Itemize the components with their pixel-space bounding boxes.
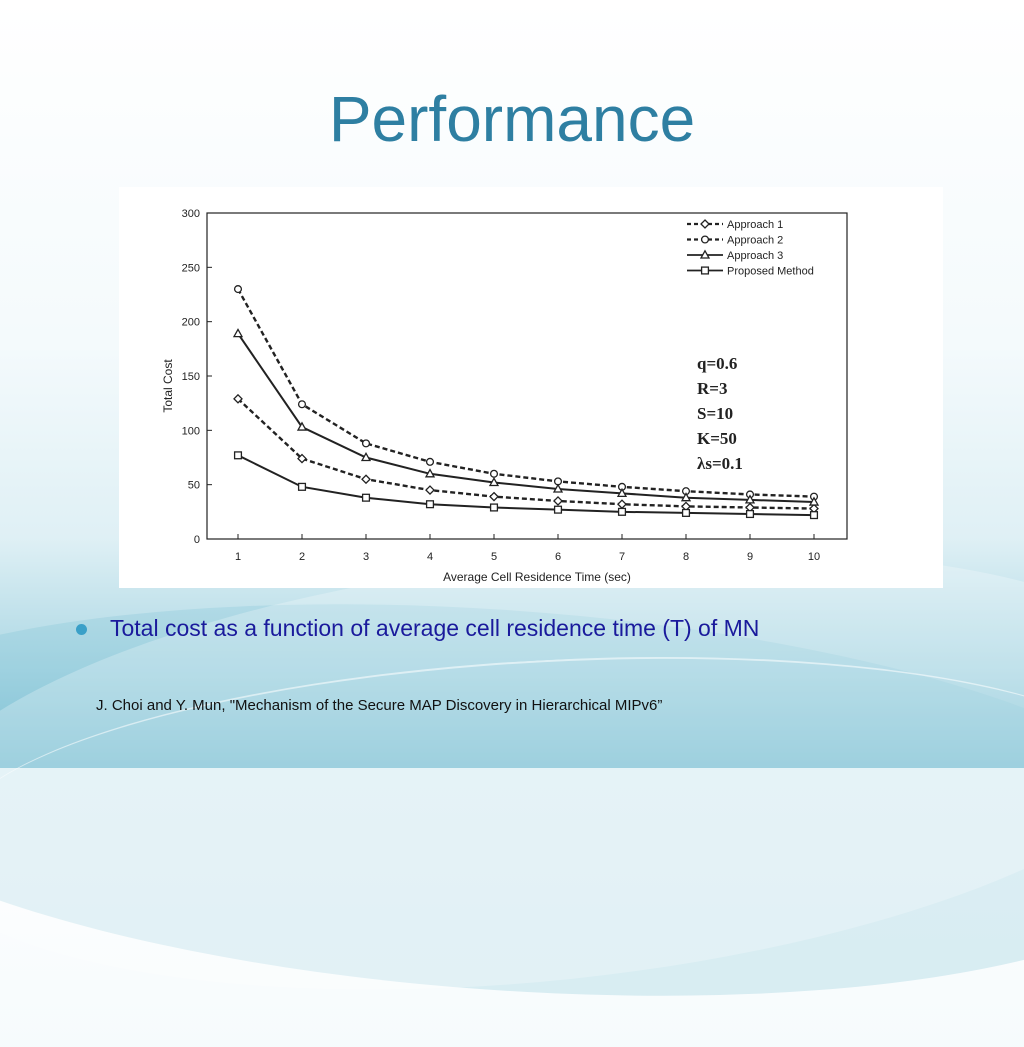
x-tick-label: 7 bbox=[619, 551, 625, 563]
data-point-series-3 bbox=[552, 483, 564, 493]
parameter-annotation: λs=0.1 bbox=[697, 454, 743, 473]
parameter-annotation: K=50 bbox=[697, 429, 737, 448]
legend-marker bbox=[699, 249, 711, 259]
data-point-series-2 bbox=[361, 439, 371, 448]
legend-label: Approach 2 bbox=[727, 235, 783, 247]
data-point-series-3 bbox=[744, 494, 756, 504]
data-point-series-4 bbox=[361, 493, 371, 502]
y-tick-label: 250 bbox=[182, 262, 200, 274]
x-tick-label: 8 bbox=[683, 551, 689, 563]
data-point-series-3 bbox=[360, 451, 372, 462]
y-tick-label: 0 bbox=[194, 534, 200, 546]
x-tick-label: 1 bbox=[235, 551, 241, 563]
data-point-series-4 bbox=[233, 451, 243, 460]
data-point-series-1 bbox=[489, 491, 499, 502]
data-point-series-1 bbox=[233, 393, 243, 404]
x-axis-label: Average Cell Residence Time (sec) bbox=[443, 570, 631, 584]
y-tick-label: 300 bbox=[182, 208, 200, 220]
data-point-series-3 bbox=[232, 328, 244, 338]
y-tick-label: 100 bbox=[182, 425, 200, 437]
x-tick-label: 2 bbox=[299, 551, 305, 563]
y-tick-label: 150 bbox=[182, 371, 200, 383]
x-tick-label: 4 bbox=[427, 551, 433, 563]
y-tick-label: 200 bbox=[182, 317, 200, 329]
legend-label: Proposed Method bbox=[727, 266, 814, 278]
series-line-4 bbox=[237, 454, 815, 517]
series-line-1 bbox=[237, 397, 815, 510]
data-point-series-4 bbox=[617, 507, 627, 516]
bullet-icon bbox=[76, 624, 87, 635]
legend-label: Approach 3 bbox=[727, 250, 783, 262]
data-point-series-1 bbox=[425, 485, 435, 496]
x-tick-label: 5 bbox=[491, 551, 497, 563]
parameter-annotation: q=0.6 bbox=[697, 354, 737, 373]
chart-image: 0 50 100 150 200 250 300 1 2 3 4 5 6 7 8 9 10 Average Cel… bbox=[119, 187, 943, 588]
data-point-series-1 bbox=[553, 496, 563, 506]
series-line-2 bbox=[236, 288, 815, 498]
citation-text: J. Choi and Y. Mun, "Mechanism of the Se… bbox=[96, 697, 663, 714]
data-point-series-3 bbox=[488, 476, 500, 487]
x-tick-label: 10 bbox=[808, 551, 820, 563]
x-tick-label: 9 bbox=[747, 551, 753, 563]
legend-label: Approach 1 bbox=[727, 219, 783, 231]
data-point-series-4 bbox=[553, 505, 563, 514]
data-point-series-4 bbox=[297, 482, 307, 491]
data-point-series-3 bbox=[424, 468, 436, 478]
data-point-series-4 bbox=[681, 508, 691, 517]
legend-marker bbox=[700, 219, 710, 229]
data-point-series-1 bbox=[617, 499, 627, 510]
data-point-series-1 bbox=[297, 453, 307, 464]
data-point-series-2 bbox=[297, 400, 307, 409]
data-point-series-1 bbox=[361, 474, 371, 485]
data-point-series-3 bbox=[296, 421, 308, 431]
data-point-series-4 bbox=[809, 511, 819, 520]
data-point-series-2 bbox=[233, 285, 243, 294]
data-point-series-2 bbox=[425, 457, 435, 466]
x-tick-label: 3 bbox=[363, 551, 369, 563]
data-point-series-2 bbox=[489, 469, 499, 478]
data-point-series-3 bbox=[808, 496, 820, 506]
y-axis-label: Total Cost bbox=[161, 359, 175, 413]
bullet-text: Total cost as a function of average cell… bbox=[110, 615, 760, 641]
data-point-series-4 bbox=[489, 503, 499, 512]
parameter-annotation: R=3 bbox=[697, 379, 727, 398]
data-point-series-3 bbox=[680, 492, 692, 502]
parameter-annotation: S=10 bbox=[697, 404, 733, 423]
slide-title: Performance bbox=[328, 83, 696, 155]
legend-marker bbox=[700, 266, 710, 275]
legend-marker bbox=[700, 235, 710, 244]
x-tick-label: 6 bbox=[555, 551, 561, 563]
data-point-series-4 bbox=[425, 500, 435, 509]
data-point-series-3 bbox=[616, 487, 628, 498]
series-line-3 bbox=[237, 333, 815, 504]
y-tick-label: 50 bbox=[188, 480, 200, 492]
total-cost-chart: 0 50 100 150 200 250 300 1 2 3 4 5 6 7 8 9 10 Average Cel… bbox=[161, 208, 848, 584]
data-point-series-4 bbox=[745, 509, 755, 519]
